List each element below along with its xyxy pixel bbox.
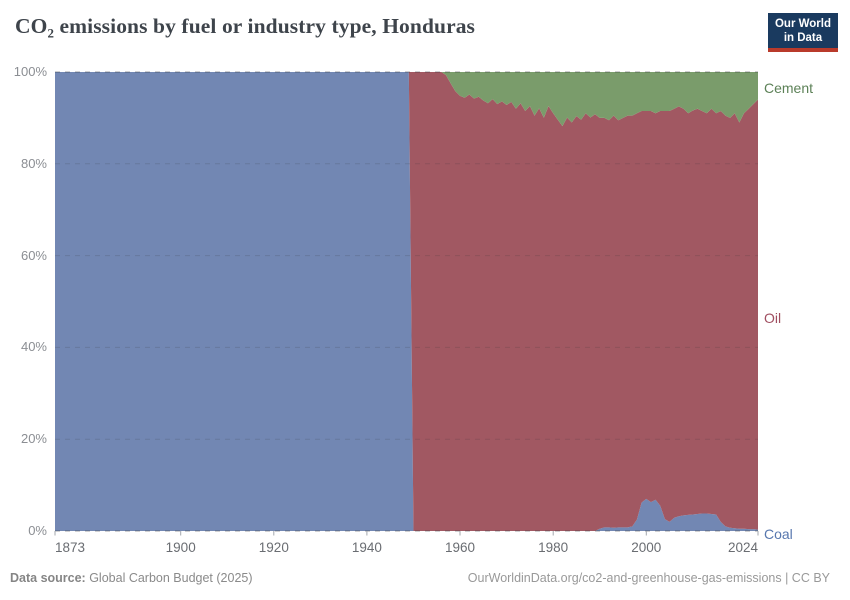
x-tick-label-1940: 1940 bbox=[351, 540, 382, 555]
credit-link[interactable]: OurWorldinData.org/co2-and-greenhouse-ga… bbox=[467, 571, 830, 585]
y-tick-label-20: 20% bbox=[20, 431, 47, 447]
data-source-label: Data source: bbox=[10, 571, 86, 585]
area-coal[interactable] bbox=[55, 72, 758, 531]
area-cement[interactable] bbox=[55, 72, 758, 127]
owid-logo-line2: in Data bbox=[783, 32, 823, 45]
x-tick-label-1980: 1980 bbox=[538, 540, 569, 555]
x-tick-label-1873: 1873 bbox=[55, 540, 86, 555]
x-tick-label-1960: 1960 bbox=[445, 540, 476, 555]
series-label-cement[interactable]: Cement bbox=[764, 80, 814, 96]
x-tick-label-1900: 1900 bbox=[165, 540, 196, 555]
y-tick-label-100: 100% bbox=[13, 64, 47, 79]
y-tick-label-0: 0% bbox=[28, 523, 47, 538]
y-tick-label-60: 60% bbox=[20, 247, 47, 263]
chart-footer: Data source: Global Carbon Budget (2025)… bbox=[10, 571, 830, 585]
y-tick-label-80: 80% bbox=[20, 155, 47, 171]
y-tick-label-40: 40% bbox=[20, 339, 47, 355]
data-source: Data source: Global Carbon Budget (2025) bbox=[10, 571, 253, 585]
data-source-value: Global Carbon Budget (2025) bbox=[85, 571, 253, 585]
area-oil[interactable] bbox=[55, 72, 758, 531]
x-tick-label-1920: 1920 bbox=[258, 540, 289, 555]
page-title: CO₂ emissions by fuel or industry type, … bbox=[15, 14, 476, 38]
x-tick-label-2024: 2024 bbox=[727, 540, 758, 555]
series-label-oil[interactable]: Oil bbox=[764, 310, 782, 326]
owid-logo-line1: Our World bbox=[774, 18, 831, 30]
series-label-coal[interactable]: Coal bbox=[764, 526, 793, 542]
x-tick-label-2000: 2000 bbox=[631, 540, 662, 555]
owid-logo[interactable]: Our World in Data bbox=[767, 13, 838, 53]
